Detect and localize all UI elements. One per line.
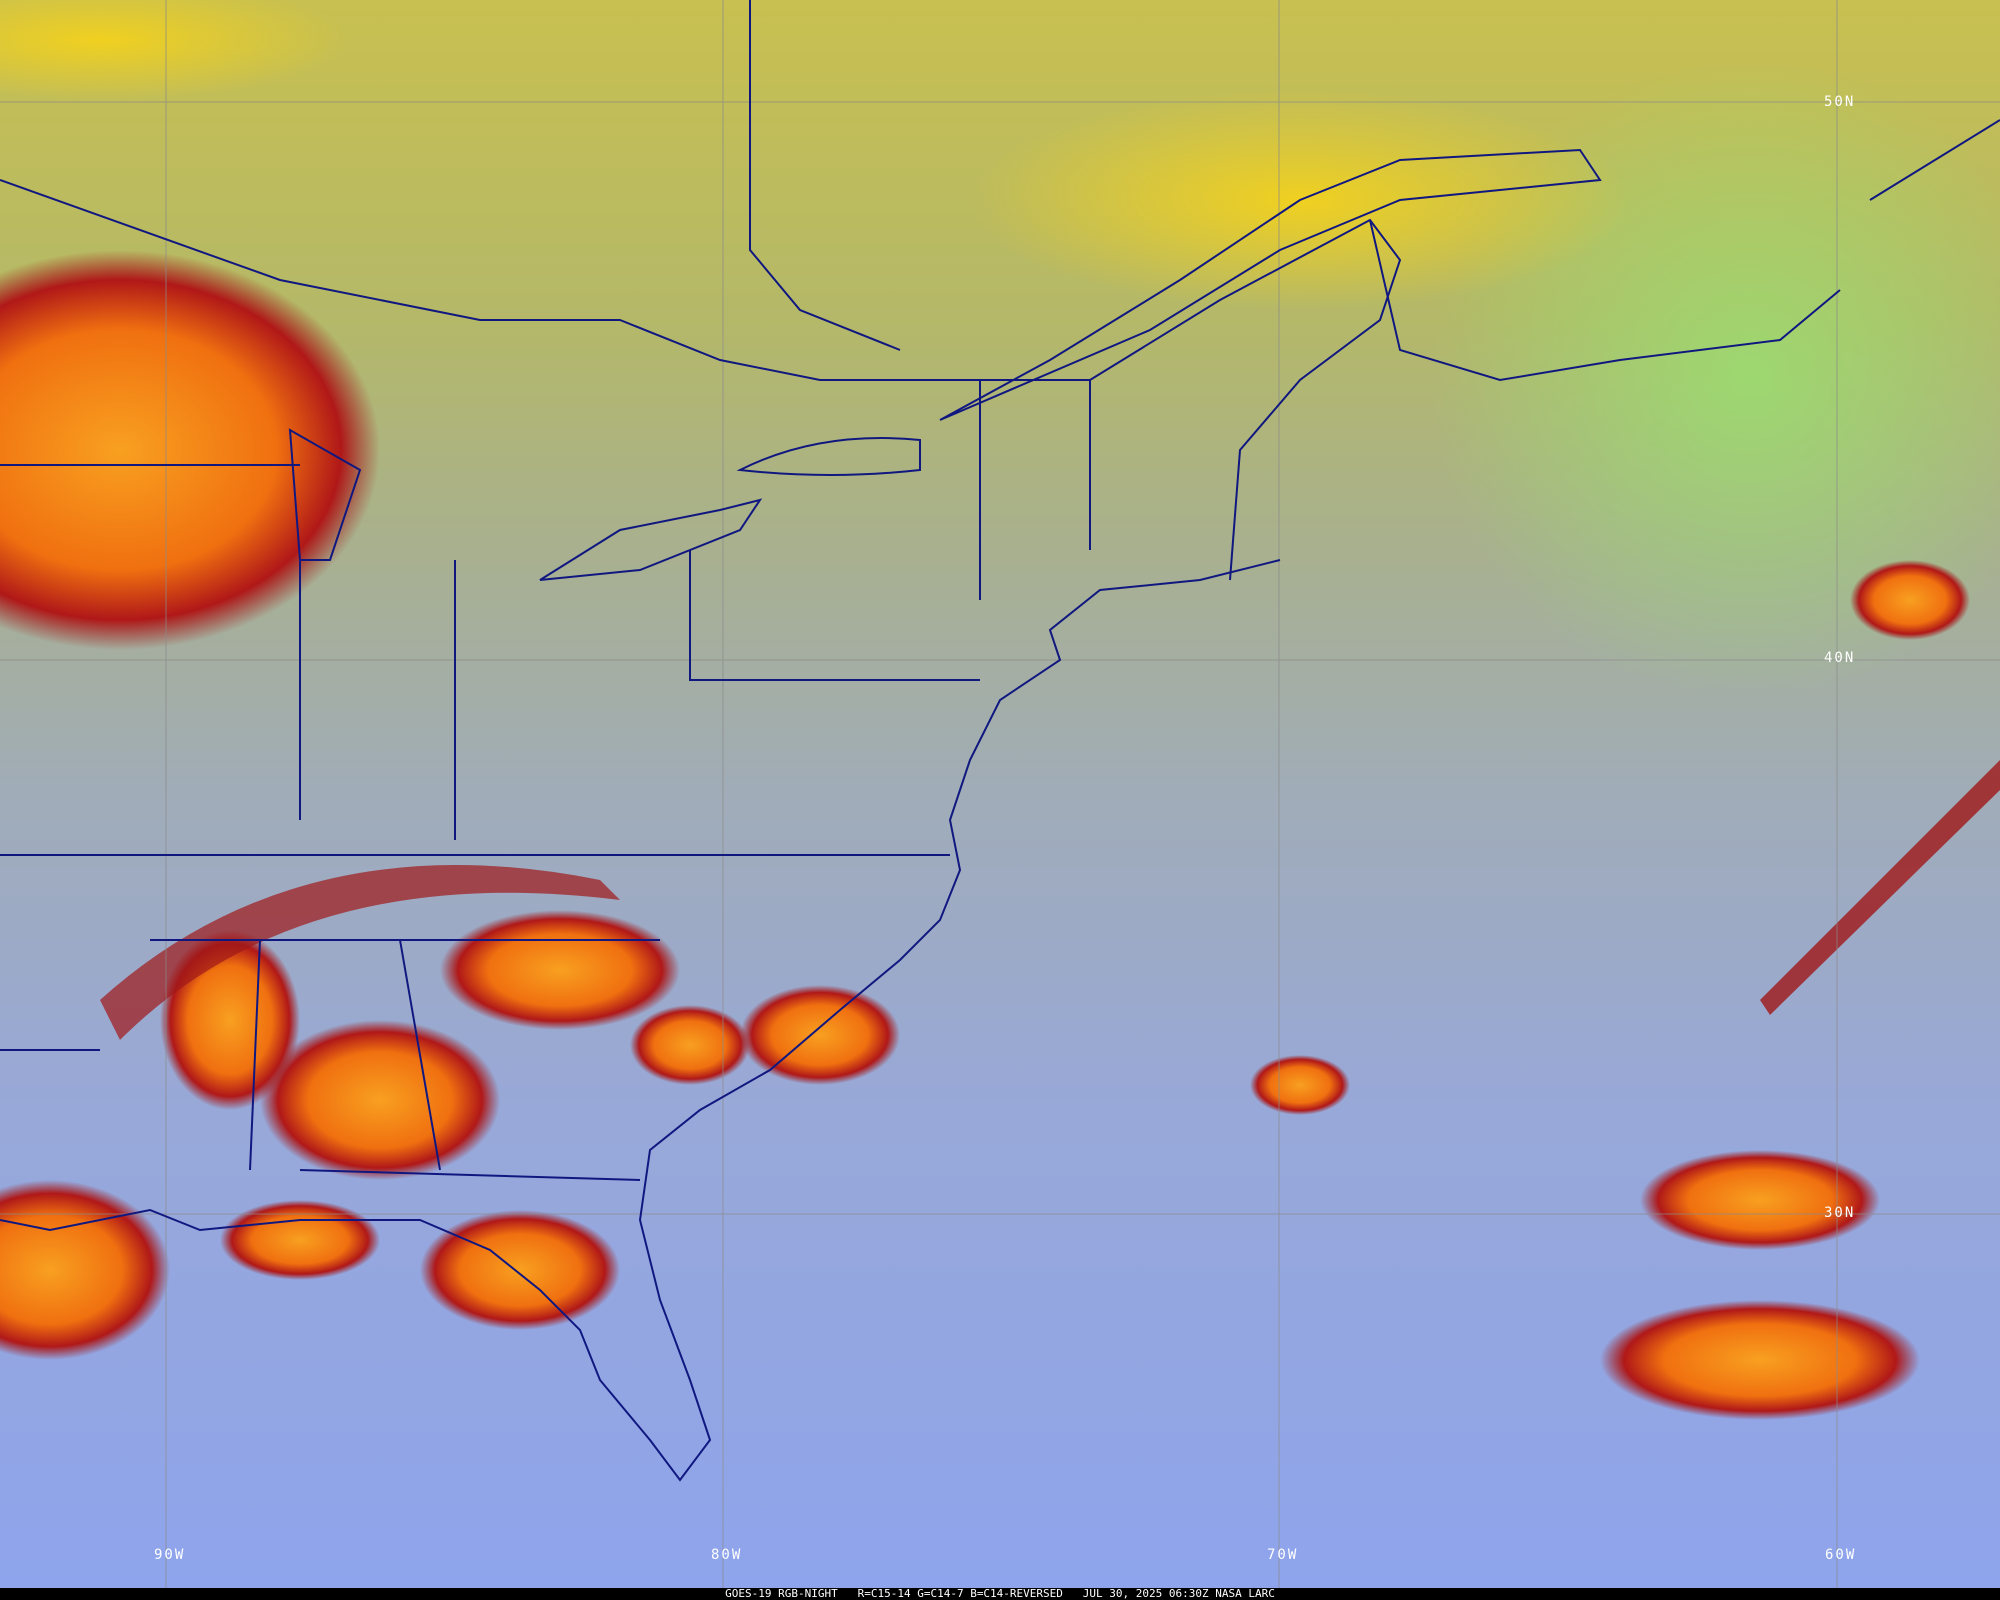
storm-gulf-east: [420, 1210, 620, 1330]
cloud-band-southeast: [100, 865, 620, 1040]
great-lakes: [288, 428, 921, 581]
storm-atlantic-2: [1600, 1300, 1920, 1420]
storm-carolina-coast: [740, 985, 900, 1085]
lon-label-80w: 80W: [711, 1547, 743, 1563]
storm-gulf-mid: [220, 1200, 380, 1280]
lat-label-40n: 40N: [1824, 650, 1856, 666]
lon-label-70w: 70W: [1267, 1547, 1299, 1563]
storm-atlantic-1: [1640, 1150, 1880, 1250]
canada-provinces: [749, 0, 2000, 382]
storm-midwest: [0, 250, 380, 650]
lon-label-60w: 60W: [1825, 1547, 1857, 1563]
lat-label-50n: 50N: [1824, 94, 1856, 110]
storm-georgia: [440, 910, 680, 1030]
state-lines: [0, 380, 1091, 1181]
political-boundaries: [0, 0, 2000, 1482]
st-lawrence: [939, 148, 1602, 421]
storm-southeast-1: [260, 1020, 500, 1180]
lon-label-90w: 90W: [154, 1547, 186, 1563]
storm-gulf-west: [0, 1180, 170, 1360]
cloud-yellow-north: [0, 0, 350, 100]
lat-label-30n: 30N: [1824, 1205, 1856, 1221]
storm-atlantic-3: [1850, 560, 1970, 640]
storm-atlantic-4: [1250, 1055, 1350, 1115]
storm-sc: [630, 1005, 750, 1085]
image-caption-bar: GOES-19 RGB-NIGHT R=C15-14 G=C14-7 B=C14…: [0, 1588, 2000, 1600]
cloud-band-atlantic: [1760, 760, 2000, 1015]
coastline-east: [0, 559, 1281, 1482]
